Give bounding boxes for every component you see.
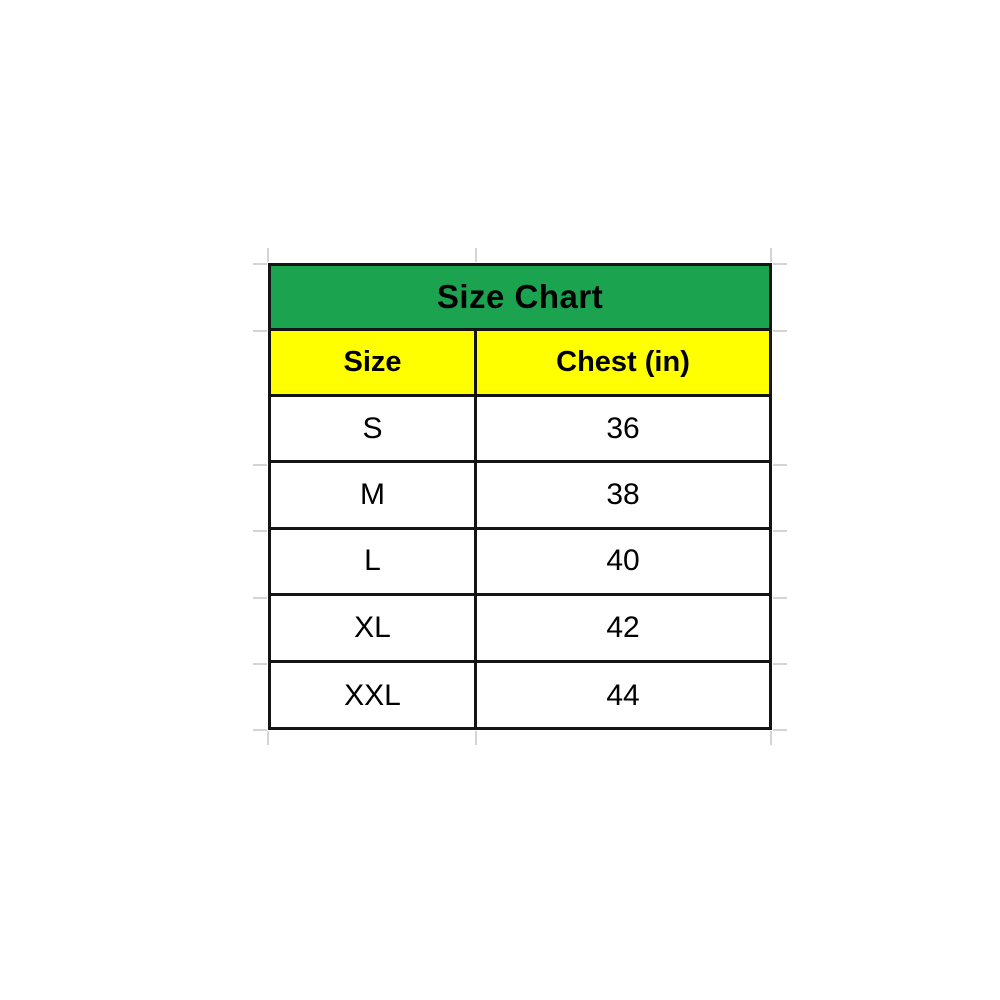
column-header-chest: Chest (in) bbox=[556, 346, 690, 378]
gridline-stub bbox=[773, 729, 787, 731]
gridline-stub bbox=[253, 263, 267, 265]
gridline-stub bbox=[253, 330, 267, 332]
table-row: XXL 44 bbox=[271, 662, 769, 729]
gridline-stub bbox=[773, 530, 787, 532]
size-chart-table: Size Chart Size Chest (in) S 36 M 38 L 4… bbox=[268, 263, 772, 730]
gridline-stub bbox=[267, 248, 269, 262]
gridline-stub bbox=[773, 464, 787, 466]
gridline-stub bbox=[267, 731, 269, 745]
chest-cell: 38 bbox=[606, 478, 640, 512]
gridline-stub bbox=[475, 731, 477, 745]
size-cell: XL bbox=[271, 596, 477, 660]
gridline-stub bbox=[773, 663, 787, 665]
size-cell: S bbox=[271, 397, 477, 461]
table-row: S 36 bbox=[271, 397, 769, 464]
chest-cell: 42 bbox=[606, 610, 640, 644]
gridline-stub bbox=[773, 263, 787, 265]
gridline-stub bbox=[253, 663, 267, 665]
table-row: XL 42 bbox=[271, 596, 769, 663]
table-title: Size Chart bbox=[436, 278, 604, 315]
gridline-stub bbox=[253, 729, 267, 731]
gridline-stub bbox=[770, 731, 772, 745]
size-cell: M bbox=[271, 463, 477, 527]
gridline-stub bbox=[475, 248, 477, 262]
table-row: L 40 bbox=[271, 529, 769, 597]
chest-cell: 44 bbox=[606, 678, 640, 712]
gridline-stub bbox=[253, 597, 267, 599]
column-header-size: Size bbox=[271, 331, 477, 394]
size-cell: XXL bbox=[271, 662, 477, 729]
table-row: M 38 bbox=[271, 463, 769, 530]
gridline-stub bbox=[770, 248, 772, 262]
table-header-row: Size Chest (in) bbox=[271, 331, 769, 397]
gridline-stub bbox=[773, 330, 787, 332]
table-title-row: Size Chart bbox=[271, 266, 769, 331]
gridline-stub bbox=[253, 530, 267, 532]
size-cell: L bbox=[271, 529, 477, 594]
chest-cell: 36 bbox=[606, 411, 640, 445]
chest-cell: 40 bbox=[606, 544, 640, 578]
gridline-stub bbox=[773, 597, 787, 599]
gridline-stub bbox=[253, 464, 267, 466]
